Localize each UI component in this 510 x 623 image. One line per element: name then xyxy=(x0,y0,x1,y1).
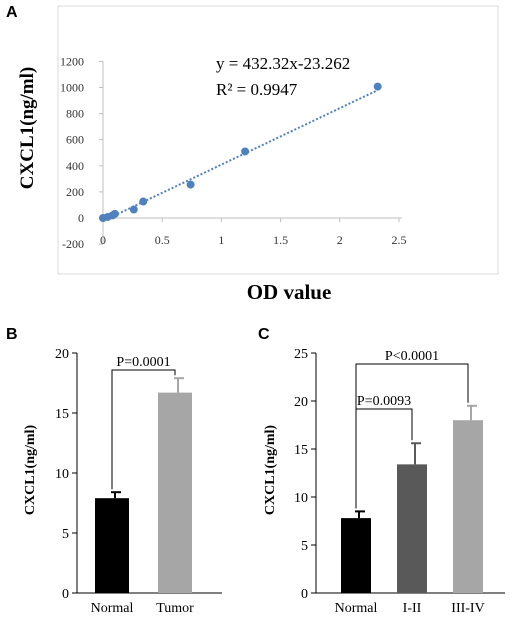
x-tick-label: 0 xyxy=(100,233,106,247)
y-axis-label: CXCL1(ng/ml) xyxy=(263,425,278,516)
r-squared-annotation: R² = 0.9947 xyxy=(216,80,298,99)
y-axis-label: CXCL1(ng/ml) xyxy=(17,67,38,189)
data-point xyxy=(186,180,195,189)
y-tick-label: -200 xyxy=(62,237,84,251)
plot-area-border xyxy=(57,5,499,275)
y-tick-label: 600 xyxy=(66,133,84,147)
x-tick-label: 2 xyxy=(337,233,343,247)
x-category-label: Normal xyxy=(91,601,134,616)
p-value-label: P<0.0001 xyxy=(385,349,439,364)
y-tick-label: 25 xyxy=(294,347,308,362)
data-point xyxy=(139,197,148,206)
panel-b-letter: B xyxy=(6,326,18,343)
y-tick-label: 10 xyxy=(55,467,69,482)
y-tick-label: 20 xyxy=(294,395,308,410)
panel-c: C CXCL1(ng/ml) 0 5 10 15 20 25 Normal I-II III-… xyxy=(258,326,505,616)
data-points xyxy=(99,82,382,222)
bars: Normal Tumor xyxy=(91,377,194,616)
trendline xyxy=(102,89,379,222)
p-value-label: P=0.0001 xyxy=(116,355,170,370)
x-tick-label: 1 xyxy=(218,233,224,247)
p-value-label: P=0.0093 xyxy=(357,394,411,409)
panel-b: B CXCL1(ng/ml) 0 5 10 15 20 Normal Tumor P=0.… xyxy=(6,326,222,616)
bar xyxy=(453,420,483,593)
y-tick-label: 0 xyxy=(78,211,84,225)
y-tick-label: 400 xyxy=(66,159,84,173)
x-category-label: Tumor xyxy=(156,601,194,616)
data-point xyxy=(110,209,119,218)
y-tick-label: 0 xyxy=(301,587,308,602)
data-point xyxy=(129,205,138,214)
axes: 0 5 10 15 20 xyxy=(55,347,222,602)
bar xyxy=(95,498,129,593)
significance-brackets: P=0.0093 P<0.0001 xyxy=(355,349,469,509)
y-tick-label: 10 xyxy=(294,491,308,506)
axes: -200 0 200 400 600 800 1000 1200 0 0.5 1 1.5 2 2.5 xyxy=(60,54,407,251)
panel-c-letter: C xyxy=(258,326,270,343)
x-category-label: III-IV xyxy=(451,601,484,616)
bar xyxy=(397,464,427,593)
y-tick-label: 800 xyxy=(66,107,84,121)
significance-bracket xyxy=(355,363,469,509)
y-axis-label: CXCL1(ng/ml) xyxy=(23,425,38,516)
y-tick-label: 1000 xyxy=(60,81,84,95)
data-point xyxy=(241,147,250,156)
bar xyxy=(158,392,192,593)
bar xyxy=(341,518,371,593)
y-tick-label: 20 xyxy=(55,347,69,362)
significance-brackets: P=0.0001 xyxy=(111,355,176,490)
y-tick-label: 15 xyxy=(55,407,69,422)
trendline-path xyxy=(102,89,379,222)
y-tick-label: 5 xyxy=(62,527,69,542)
x-category-label: Normal xyxy=(335,601,378,616)
x-axis-label: OD value xyxy=(247,280,332,304)
x-category-label: I-II xyxy=(403,601,422,616)
y-tick-label: 5 xyxy=(301,539,308,554)
y-tick-label: 200 xyxy=(66,185,84,199)
significance-bracket xyxy=(111,369,176,490)
y-tick-label: 1200 xyxy=(60,54,84,68)
x-tick-label: 1.5 xyxy=(273,233,288,247)
y-tick-label: 15 xyxy=(294,443,308,458)
bars: Normal I-II III-IV xyxy=(335,404,485,616)
equation-annotation: y = 432.32x-23.262 xyxy=(216,54,350,73)
y-tick-label: 0 xyxy=(62,587,69,602)
data-point xyxy=(373,82,382,91)
x-tick-label: 0.5 xyxy=(155,233,170,247)
x-tick-label: 2.5 xyxy=(392,233,407,247)
panel-a-letter: A xyxy=(6,4,18,21)
